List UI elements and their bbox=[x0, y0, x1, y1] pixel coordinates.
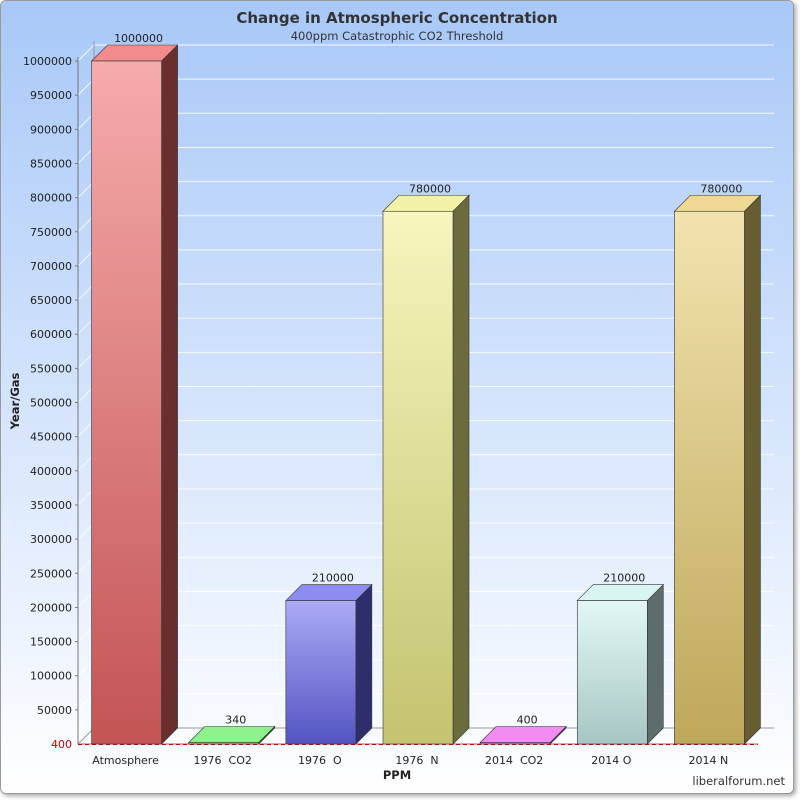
y-tick-label: 950000 bbox=[30, 89, 72, 102]
y-tick-label: 250000 bbox=[30, 567, 72, 580]
data-label: 400 bbox=[517, 714, 538, 727]
y-tick-label: 400000 bbox=[30, 465, 72, 478]
bar-side bbox=[452, 194, 470, 745]
chart-title: Change in Atmospheric Concentration bbox=[236, 9, 557, 27]
x-tick-labels: Atmosphere 1976 CO2 1976 O 1976 N 2014 CO2 20… bbox=[92, 754, 728, 767]
bar-front bbox=[285, 600, 357, 745]
bar bbox=[285, 583, 373, 745]
y-tick-label: 50000 bbox=[37, 704, 72, 717]
y-tick-label: 600000 bbox=[30, 328, 72, 341]
y-axis-label: Year/Gas bbox=[8, 372, 22, 430]
x-tick-label: 1976 CO2 bbox=[194, 754, 252, 767]
y-tick-label: 900000 bbox=[30, 123, 72, 136]
x-tick-label: 2014 N bbox=[689, 754, 729, 767]
chart-subtitle: 400ppm Catastrophic CO2 Threshold bbox=[291, 29, 504, 43]
bar-side bbox=[646, 583, 664, 745]
bars bbox=[90, 44, 762, 745]
bar-front bbox=[188, 742, 260, 745]
y-tick-label: 300000 bbox=[30, 533, 72, 546]
bar-front bbox=[382, 210, 454, 745]
bar-side bbox=[355, 583, 373, 745]
x-tick-label: 2014 O bbox=[591, 754, 631, 767]
y-tick-label: 200000 bbox=[30, 601, 72, 614]
bar-front bbox=[479, 742, 551, 745]
bar-side bbox=[161, 44, 178, 745]
y-tick-label: 650000 bbox=[30, 294, 72, 307]
data-labels: 1000000 340 210000 780000 400 210000 780000 bbox=[114, 32, 742, 727]
bar bbox=[479, 725, 567, 745]
y-tick-label: 150000 bbox=[30, 636, 72, 649]
bar bbox=[673, 194, 762, 745]
bar bbox=[576, 583, 665, 745]
y-tick-label: 550000 bbox=[30, 362, 72, 375]
data-label: 1000000 bbox=[114, 32, 163, 45]
gridline-side bbox=[77, 44, 95, 62]
bar bbox=[187, 725, 276, 745]
data-label: 780000 bbox=[409, 182, 451, 195]
threshold-label: 400 bbox=[51, 738, 72, 751]
data-label: 780000 bbox=[700, 182, 742, 195]
x-tick-label: 1976 O bbox=[298, 754, 342, 767]
bar bbox=[382, 194, 470, 745]
bar-side bbox=[744, 194, 761, 745]
x-tick-label: Atmosphere bbox=[92, 754, 159, 767]
y-tick-label: 350000 bbox=[30, 499, 72, 512]
x-tick-label: 2014 CO2 bbox=[485, 754, 543, 767]
data-label: 340 bbox=[225, 714, 246, 727]
y-tick-label: 700000 bbox=[30, 260, 72, 273]
y-tick-label: 500000 bbox=[30, 397, 72, 410]
y-tick-label: 1000000 bbox=[23, 55, 72, 68]
y-tick-label: 850000 bbox=[30, 157, 72, 170]
bar bbox=[90, 44, 179, 745]
watermark: liberalforum.net bbox=[692, 774, 785, 788]
x-tick-label: 1976 N bbox=[395, 754, 438, 767]
y-tick-label: 450000 bbox=[30, 431, 72, 444]
bar-front bbox=[576, 600, 648, 745]
bar-front bbox=[91, 60, 162, 745]
bar-front bbox=[674, 210, 745, 745]
data-label: 210000 bbox=[312, 572, 354, 585]
y-tick-label: 800000 bbox=[30, 192, 72, 205]
y-tick-label: 750000 bbox=[30, 226, 72, 239]
x-axis-label: PPM bbox=[383, 768, 411, 782]
y-tick-label: 100000 bbox=[30, 670, 72, 683]
data-label: 210000 bbox=[603, 572, 645, 585]
y-tick-labels: 400 50000 100000 150000 200000 250000 300000 35… bbox=[23, 55, 78, 751]
